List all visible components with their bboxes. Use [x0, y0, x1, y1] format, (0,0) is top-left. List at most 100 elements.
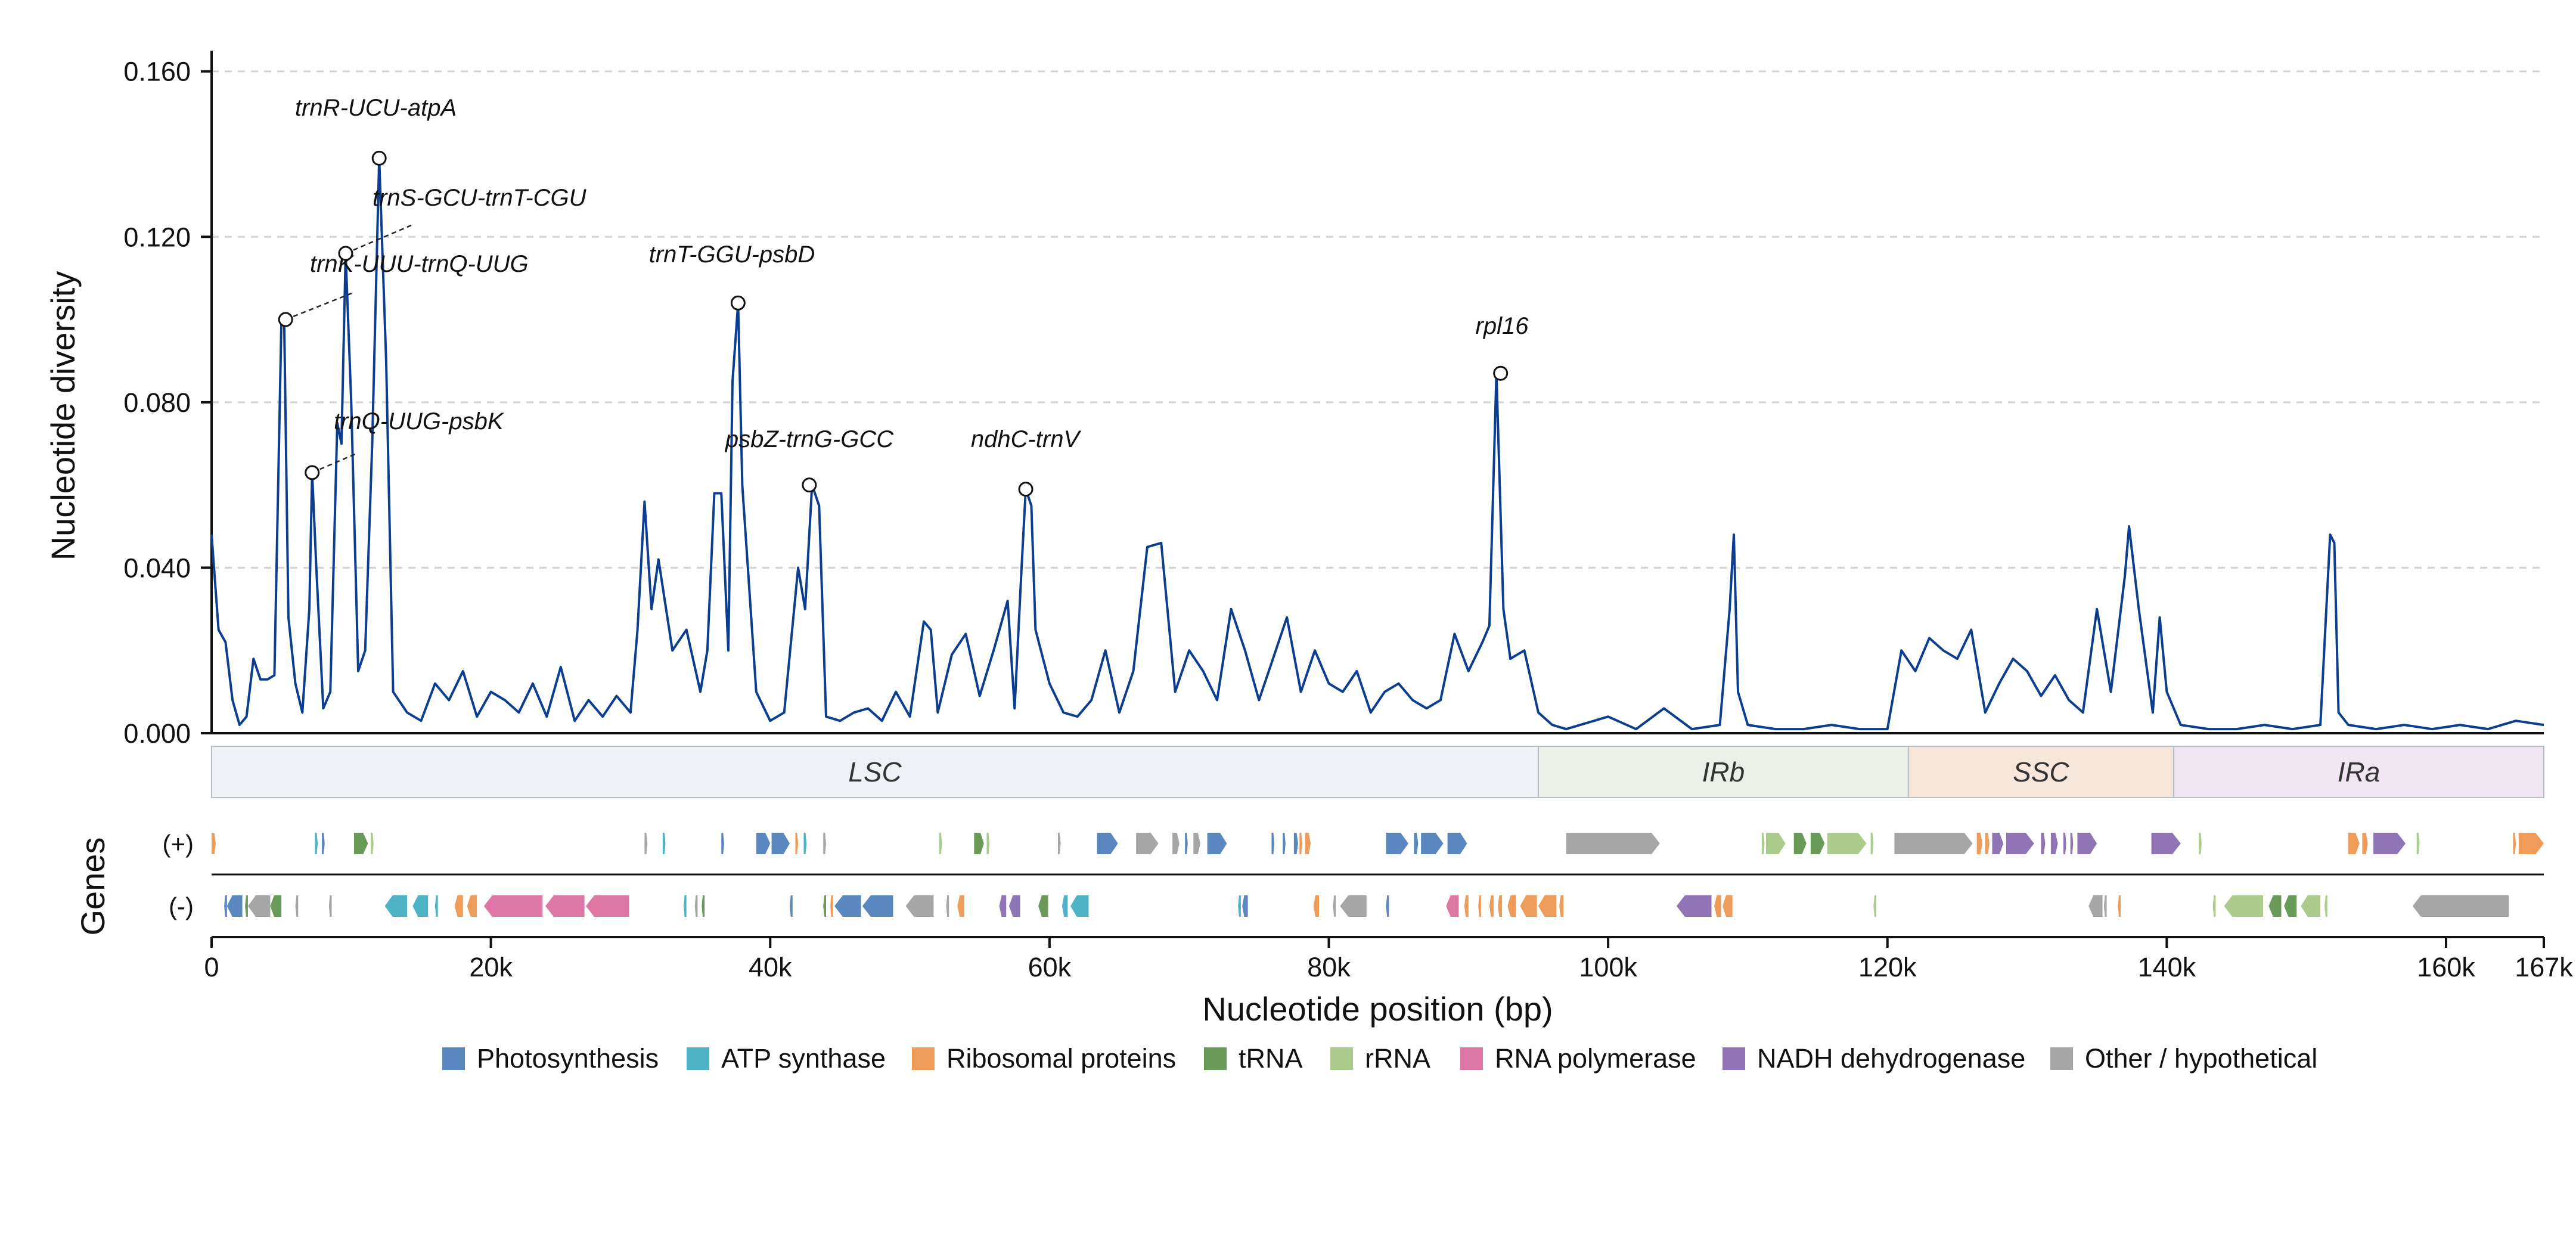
peak-marker: [1018, 482, 1033, 497]
legend-swatch: [687, 1047, 709, 1070]
gene-arrow: [862, 895, 893, 917]
gene-arrow: [957, 895, 964, 917]
gene-arrow: [1340, 895, 1367, 917]
gene-arrow: [585, 895, 629, 917]
gene-arrow: [946, 895, 949, 917]
legend-swatch: [1204, 1047, 1227, 1070]
legend-label: Ribosomal proteins: [946, 1043, 1176, 1074]
peak-marker: [1493, 365, 1509, 381]
gene-track: (+) (-) Genes: [74, 830, 2544, 938]
gene-arrow: [771, 833, 790, 854]
gene-arrow: [662, 833, 666, 854]
gene-arrow: [1271, 833, 1275, 854]
gene-arrow: [483, 895, 543, 917]
strand-label: (+): [163, 830, 194, 858]
gene-arrow: [1421, 833, 1444, 854]
diversity-line: [210, 157, 2544, 731]
gene-arrow: [1446, 895, 1459, 917]
peak-label: trnT-GGU-psbD: [649, 241, 815, 268]
axes: 0.000 0.040 0.080 0.120 0.160 Nucleotide dive…: [44, 51, 2573, 1028]
gene-arrow: [315, 833, 318, 854]
gene-arrow: [2070, 833, 2074, 854]
gene-arrow: [1992, 833, 2004, 854]
gene-arrow: [2050, 833, 2058, 854]
gene-arrow: [1498, 895, 1503, 917]
gene-arrow: [322, 833, 325, 854]
gene-arrow: [247, 895, 271, 917]
gene-arrow: [1238, 895, 1241, 917]
gene-arrow: [1185, 833, 1188, 854]
annotation-leader: [285, 292, 352, 321]
gene-arrow: [1714, 895, 1721, 917]
gene-arrow: [1559, 895, 1564, 917]
x-tick-label: 0: [204, 952, 219, 982]
gene-arrow: [1870, 833, 1874, 854]
gene-arrow: [245, 895, 248, 917]
y-tick-label: 0.120: [123, 222, 191, 252]
gene-arrow: [1538, 895, 1557, 917]
gene-arrow: [2284, 895, 2297, 917]
gene-arrow: [1293, 833, 1298, 854]
gene-arrow: [212, 833, 216, 854]
gene-arrow: [702, 895, 705, 917]
legend-label: RNA polymerase: [1495, 1043, 1696, 1074]
annotation-leader: [345, 224, 412, 255]
x-tick-label: 20k: [469, 952, 513, 982]
peak-label: trnR-UCU-atpA: [295, 95, 457, 121]
gene-arrow: [224, 895, 227, 917]
gene-arrow: [999, 895, 1007, 917]
gene-arrow: [2373, 833, 2406, 854]
gene-arrow: [644, 833, 648, 854]
gene-arrow: [2199, 833, 2202, 854]
gene-arrow: [434, 895, 438, 917]
gene-arrow: [905, 895, 934, 917]
gene-arrow: [2301, 895, 2321, 917]
x-tick-label: 160k: [2417, 952, 2475, 982]
gene-arrow: [2268, 895, 2282, 917]
gene-arrow: [823, 833, 826, 854]
gene-arrow: [1810, 833, 1825, 854]
gene-arrow: [1386, 895, 1389, 917]
gene-arrow: [1765, 833, 1786, 854]
gene-arrow: [790, 895, 793, 917]
gene-arrow: [2416, 833, 2420, 854]
gene-arrow: [2041, 833, 2046, 854]
gene-arrow: [353, 833, 368, 854]
legend: Photosynthesis ATP synthase Ribosomal prot…: [442, 1043, 2317, 1074]
gene-arrow: [1873, 895, 1876, 917]
gene-arrow: [1057, 833, 1061, 854]
legend-swatch: [912, 1047, 935, 1070]
legend-label: tRNA: [1239, 1043, 1303, 1074]
gene-arrow: [412, 895, 429, 917]
gene-arrow: [2513, 833, 2516, 854]
legend-swatch: [442, 1047, 465, 1070]
gene-arrow: [1894, 833, 1973, 854]
gene-arrow: [2151, 833, 2181, 854]
gene-arrow: [1976, 833, 1983, 854]
gene-arrow: [2077, 833, 2097, 854]
region-label: IRa: [2338, 756, 2381, 787]
region-band: [1907, 746, 2175, 798]
peak-marker: [371, 150, 387, 166]
gene-arrow: [756, 833, 771, 854]
gene-arrow: [1136, 833, 1159, 854]
peak-marker: [305, 465, 320, 480]
gene-arrow: [1172, 833, 1180, 854]
x-tick-label: 100k: [1579, 952, 1637, 982]
legend-label: NADH dehydrogenase: [1757, 1043, 2025, 1074]
gene-arrow: [1062, 895, 1068, 917]
peak-marker: [278, 312, 293, 327]
gene-arrow: [2362, 833, 2368, 854]
gene-arrow: [974, 833, 984, 854]
legend-label: ATP synthase: [721, 1043, 886, 1074]
gene-arrow: [1676, 895, 1712, 917]
gene-arrow: [1447, 833, 1467, 854]
peak-label: psbZ-trnG-GCC: [725, 426, 894, 452]
gene-arrow: [2324, 895, 2327, 917]
region-band: [2173, 746, 2545, 798]
gene-arrow: [328, 895, 332, 917]
gene-arrow: [1722, 895, 1733, 917]
y-tick-label: 0.080: [123, 387, 191, 418]
gene-arrow: [2212, 895, 2216, 917]
